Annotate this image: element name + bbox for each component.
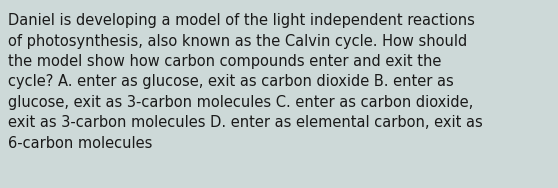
Text: Daniel is developing a model of the light independent reactions
of photosynthesi: Daniel is developing a model of the ligh… — [8, 13, 483, 151]
